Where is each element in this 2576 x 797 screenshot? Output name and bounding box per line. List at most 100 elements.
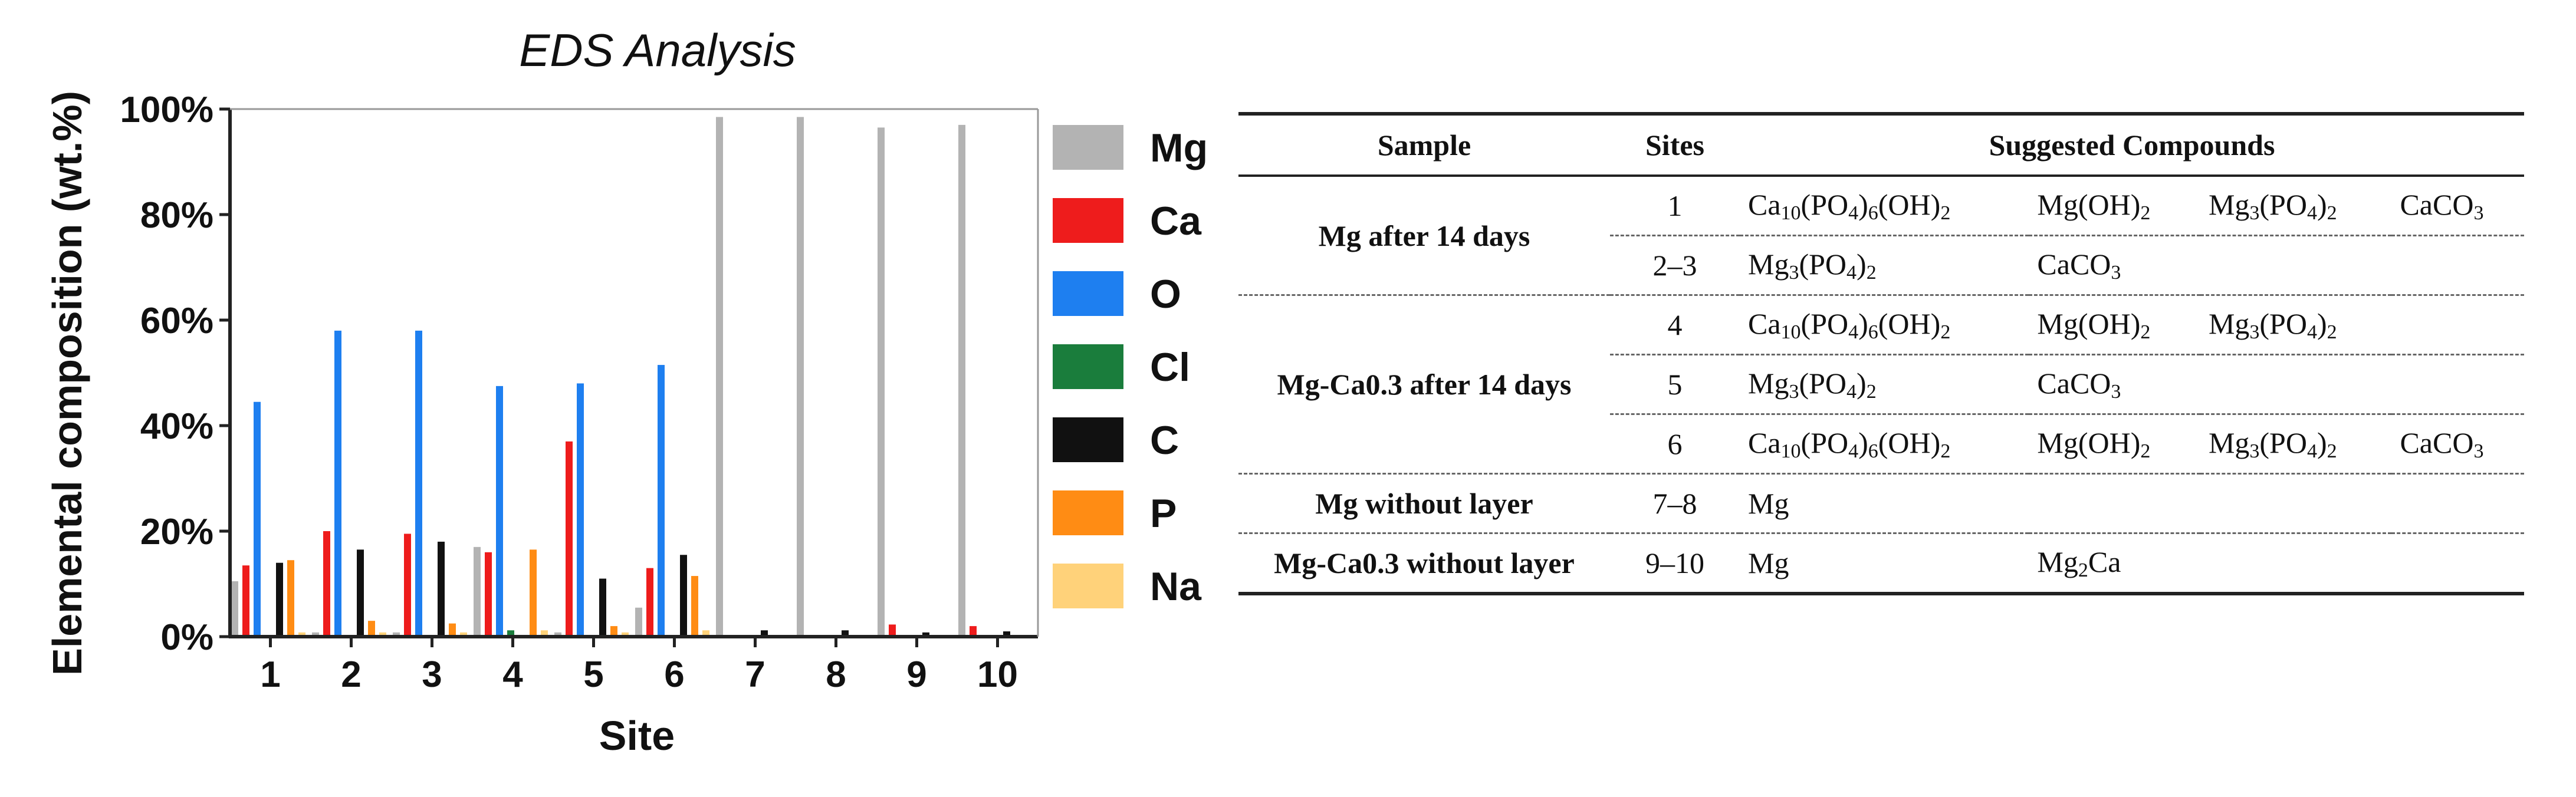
compound-cell: Ca10(PO4)6(OH)2	[1740, 413, 2029, 474]
x-tick-label-7: 7	[745, 654, 765, 695]
site-cell: 4	[1610, 294, 1740, 355]
bar-c-site-9	[922, 632, 929, 637]
y-tick-label: 40%	[140, 406, 213, 447]
bar-ca-site-2	[323, 531, 330, 637]
bar-c-site-1	[276, 562, 283, 637]
legend-swatch-ca	[1053, 198, 1123, 243]
legend-swatch-o	[1053, 271, 1123, 316]
compound-cell: CaCO3	[2029, 235, 2200, 295]
chart-title: EDS Analysis	[519, 24, 796, 76]
bar-ca-site-9	[889, 624, 896, 637]
legend-label-mg: Mg	[1150, 126, 1208, 170]
compound-cell	[2391, 532, 2524, 595]
bar-o-site-5	[577, 383, 584, 637]
x-tick-label-8: 8	[826, 654, 846, 695]
y-axis-title: Elemental composition (wt.%)	[44, 91, 90, 676]
y-tick-label: 80%	[140, 195, 213, 236]
compound-cell: Mg3(PO4)2	[2200, 413, 2392, 474]
compound-cell: Mg(OH)2	[2037, 187, 2151, 224]
x-tick-labels: 1 2 3 4 5 6 7 8 9 10	[260, 654, 1018, 695]
compound-cell	[2200, 235, 2392, 295]
bar-c-site-5	[599, 578, 606, 637]
compound-cell	[2391, 294, 2524, 355]
bar-ca-site-5	[566, 441, 573, 637]
site-cell: 7–8	[1610, 473, 1740, 533]
legend-label-o: O	[1150, 272, 1181, 317]
bars	[231, 117, 1010, 637]
sample-cell: Mg after 14 days	[1318, 219, 1530, 252]
bar-na-site-3	[460, 632, 467, 637]
legend-label-p: P	[1150, 491, 1177, 536]
y-tick-label: 20%	[140, 512, 213, 552]
compound-cell	[2391, 235, 2524, 295]
compound-cell: Mg(OH)2	[2029, 294, 2200, 355]
compound-cell: CaCO3	[2029, 354, 2200, 414]
compound-cell: Mg3(PO4)2	[2208, 187, 2337, 224]
compound-cell: CaCO3	[2391, 413, 2524, 474]
bar-na-site-4	[541, 630, 548, 637]
header-sample: Sample	[1238, 112, 1610, 177]
bar-c-site-6	[680, 555, 687, 637]
bar-c-site-8	[842, 630, 849, 637]
bar-mg-site-7	[716, 117, 723, 637]
bar-ca-site-1	[242, 565, 249, 637]
x-tick-label-6: 6	[664, 654, 684, 695]
site-cell: 9–10	[1610, 532, 1740, 595]
compound-cell: CaCO3	[2400, 187, 2484, 224]
compound-cell	[2200, 473, 2392, 533]
table-row: Mg after 14 days 1 Ca10(PO4)6(OH)2 Mg(OH)2 M…	[1238, 176, 2524, 252]
compound-cell: Mg	[1740, 473, 2029, 533]
bar-mg-site-5	[554, 632, 561, 637]
axes	[219, 107, 1039, 647]
table-row: Mg-Ca0.3 after 14 days 4 Ca10(PO4)6(OH)2 Mg…	[1238, 294, 2524, 474]
compound-cell: Mg2Ca	[2029, 532, 2200, 595]
suggested-compounds-table: Sample Sites Suggested Compounds Mg afte…	[1238, 112, 2524, 595]
x-tick-label-3: 3	[422, 654, 442, 695]
sample-cell: Mg-Ca0.3 after 14 days	[1238, 294, 1610, 474]
bar-o-site-3	[415, 330, 422, 637]
bar-na-site-1	[298, 632, 305, 637]
legend-label-c: C	[1150, 418, 1179, 463]
compound-cell: Mg3(PO4)2	[2200, 294, 2392, 355]
table-row: 2–3 Mg3(PO4)2 CaCO3	[1238, 235, 2524, 295]
legend-swatch-mg	[1053, 125, 1123, 170]
legend-swatch-na	[1053, 564, 1123, 608]
bar-na-site-6	[702, 630, 709, 637]
bar-c-site-3	[438, 541, 445, 637]
bar-p-site-1	[287, 560, 294, 637]
compound-cell	[2200, 354, 2392, 414]
bar-o-site-6	[658, 365, 665, 637]
sample-cell: Mg-Ca0.3 without layer	[1238, 532, 1610, 595]
bar-ca-site-6	[646, 568, 653, 637]
legend-swatch-c	[1053, 417, 1123, 462]
bar-mg-site-1	[231, 581, 238, 637]
compound-cell: Mg3(PO4)2	[1740, 235, 2029, 295]
legend-label-ca: Ca	[1150, 199, 1202, 243]
header-compounds: Suggested Compounds	[1740, 112, 2524, 177]
bar-c-site-10	[1003, 631, 1010, 637]
legend-label-cl: Cl	[1150, 345, 1190, 390]
x-tick-label-1: 1	[260, 654, 280, 695]
table-row: Mg without layer 7–8 Mg	[1238, 473, 2524, 533]
bar-ca-site-4	[485, 552, 492, 637]
y-tick-label: 100%	[120, 90, 213, 130]
site-cell: 6	[1610, 413, 1740, 474]
table-row: 5 Mg3(PO4)2 CaCO3	[1238, 354, 2524, 414]
bar-cl-site-4	[507, 630, 514, 637]
bar-p-site-4	[530, 549, 537, 637]
x-tick-label-10: 10	[977, 654, 1018, 695]
x-tick-label-2: 2	[341, 654, 361, 695]
bar-mg-site-10	[958, 124, 965, 637]
x-tick-label-5: 5	[583, 654, 603, 695]
compound-cell: Mg	[1740, 532, 2029, 595]
y-tick-label: 60%	[140, 301, 213, 341]
site-cell: 2–3	[1610, 235, 1740, 295]
bar-o-site-2	[334, 330, 341, 637]
bar-p-site-5	[610, 626, 617, 637]
legend: Mg Ca O Cl CP Na	[1053, 125, 1208, 609]
legend-label-na: Na	[1150, 564, 1202, 609]
compound-cell	[2029, 473, 2200, 533]
header-sites: Sites	[1610, 112, 1740, 177]
bar-mg-site-9	[878, 127, 885, 637]
x-axis-title: Site	[599, 713, 675, 759]
